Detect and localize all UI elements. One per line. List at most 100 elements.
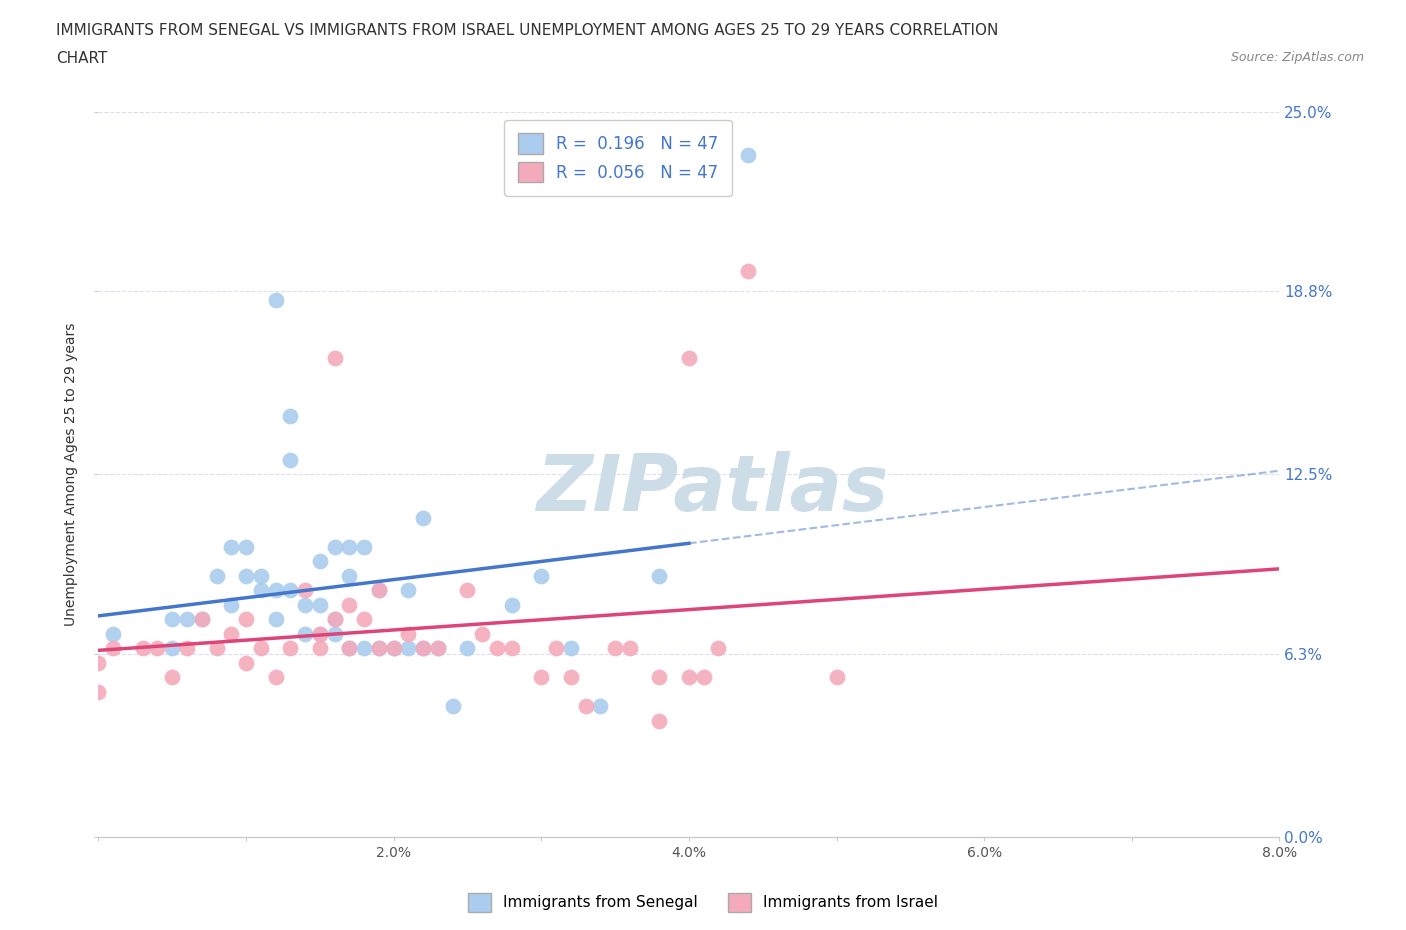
- Point: [456, 641, 478, 656]
- Point: [678, 351, 700, 365]
- Point: [103, 641, 125, 656]
- Point: [648, 670, 671, 684]
- Point: [294, 597, 316, 612]
- Text: CHART: CHART: [56, 51, 108, 66]
- Point: [693, 670, 716, 684]
- Point: [337, 568, 360, 583]
- Point: [219, 597, 242, 612]
- Point: [353, 612, 375, 627]
- Point: [337, 539, 360, 554]
- Point: [382, 641, 405, 656]
- Point: [323, 612, 346, 627]
- Point: [648, 568, 671, 583]
- Text: 2.0%: 2.0%: [377, 845, 411, 859]
- Point: [353, 641, 375, 656]
- Point: [264, 670, 287, 684]
- Point: [162, 641, 183, 656]
- Point: [250, 568, 273, 583]
- Text: 4.0%: 4.0%: [672, 845, 706, 859]
- Point: [87, 656, 110, 671]
- Point: [412, 511, 434, 525]
- Point: [456, 583, 478, 598]
- Point: [278, 641, 302, 656]
- Point: [441, 699, 464, 714]
- Point: [132, 641, 155, 656]
- Point: [737, 264, 759, 279]
- Point: [367, 583, 389, 598]
- Text: ZIPatlas: ZIPatlas: [537, 451, 889, 526]
- Point: [678, 670, 700, 684]
- Point: [412, 641, 434, 656]
- Point: [574, 699, 596, 714]
- Point: [737, 148, 759, 163]
- Point: [308, 641, 332, 656]
- Point: [235, 568, 257, 583]
- Point: [501, 641, 523, 656]
- Point: [250, 583, 273, 598]
- Legend: R =  0.196   N = 47, R =  0.056   N = 47: R = 0.196 N = 47, R = 0.056 N = 47: [505, 120, 731, 195]
- Point: [264, 583, 287, 598]
- Point: [278, 583, 302, 598]
- Point: [87, 684, 110, 699]
- Text: 6.0%: 6.0%: [967, 845, 1001, 859]
- Point: [308, 627, 332, 642]
- Point: [605, 641, 627, 656]
- Point: [103, 627, 125, 642]
- Point: [146, 641, 169, 656]
- Point: [162, 670, 183, 684]
- Point: [485, 641, 508, 656]
- Point: [396, 641, 419, 656]
- Point: [235, 539, 257, 554]
- Point: [530, 670, 553, 684]
- Point: [353, 539, 375, 554]
- Point: [235, 656, 257, 671]
- Point: [648, 713, 671, 728]
- Y-axis label: Unemployment Among Ages 25 to 29 years: Unemployment Among Ages 25 to 29 years: [65, 323, 79, 626]
- Text: IMMIGRANTS FROM SENEGAL VS IMMIGRANTS FROM ISRAEL UNEMPLOYMENT AMONG AGES 25 TO : IMMIGRANTS FROM SENEGAL VS IMMIGRANTS FR…: [56, 23, 998, 38]
- Point: [323, 627, 346, 642]
- Point: [294, 627, 316, 642]
- Point: [412, 641, 434, 656]
- Point: [426, 641, 449, 656]
- Text: Source: ZipAtlas.com: Source: ZipAtlas.com: [1230, 51, 1364, 64]
- Point: [264, 293, 287, 308]
- Point: [396, 583, 419, 598]
- Point: [530, 568, 553, 583]
- Point: [323, 612, 346, 627]
- Point: [205, 568, 228, 583]
- Point: [219, 627, 242, 642]
- Point: [162, 612, 183, 627]
- Point: [176, 612, 198, 627]
- Point: [337, 641, 360, 656]
- Point: [546, 641, 568, 656]
- Point: [264, 612, 287, 627]
- Point: [367, 583, 389, 598]
- Point: [278, 452, 302, 467]
- Point: [560, 641, 582, 656]
- Legend: Immigrants from Senegal, Immigrants from Israel: Immigrants from Senegal, Immigrants from…: [461, 887, 945, 918]
- Point: [235, 612, 257, 627]
- Point: [294, 583, 316, 598]
- Point: [396, 627, 419, 642]
- Point: [250, 641, 273, 656]
- Text: 8.0%: 8.0%: [1263, 845, 1296, 859]
- Point: [426, 641, 449, 656]
- Point: [191, 612, 214, 627]
- Point: [382, 641, 405, 656]
- Point: [323, 539, 346, 554]
- Point: [308, 627, 332, 642]
- Point: [219, 539, 242, 554]
- Point: [323, 351, 346, 365]
- Point: [308, 597, 332, 612]
- Point: [589, 699, 612, 714]
- Point: [619, 641, 641, 656]
- Point: [308, 554, 332, 569]
- Point: [337, 641, 360, 656]
- Point: [337, 597, 360, 612]
- Point: [367, 641, 389, 656]
- Point: [205, 641, 228, 656]
- Point: [191, 612, 214, 627]
- Point: [560, 670, 582, 684]
- Point: [825, 670, 848, 684]
- Point: [707, 641, 730, 656]
